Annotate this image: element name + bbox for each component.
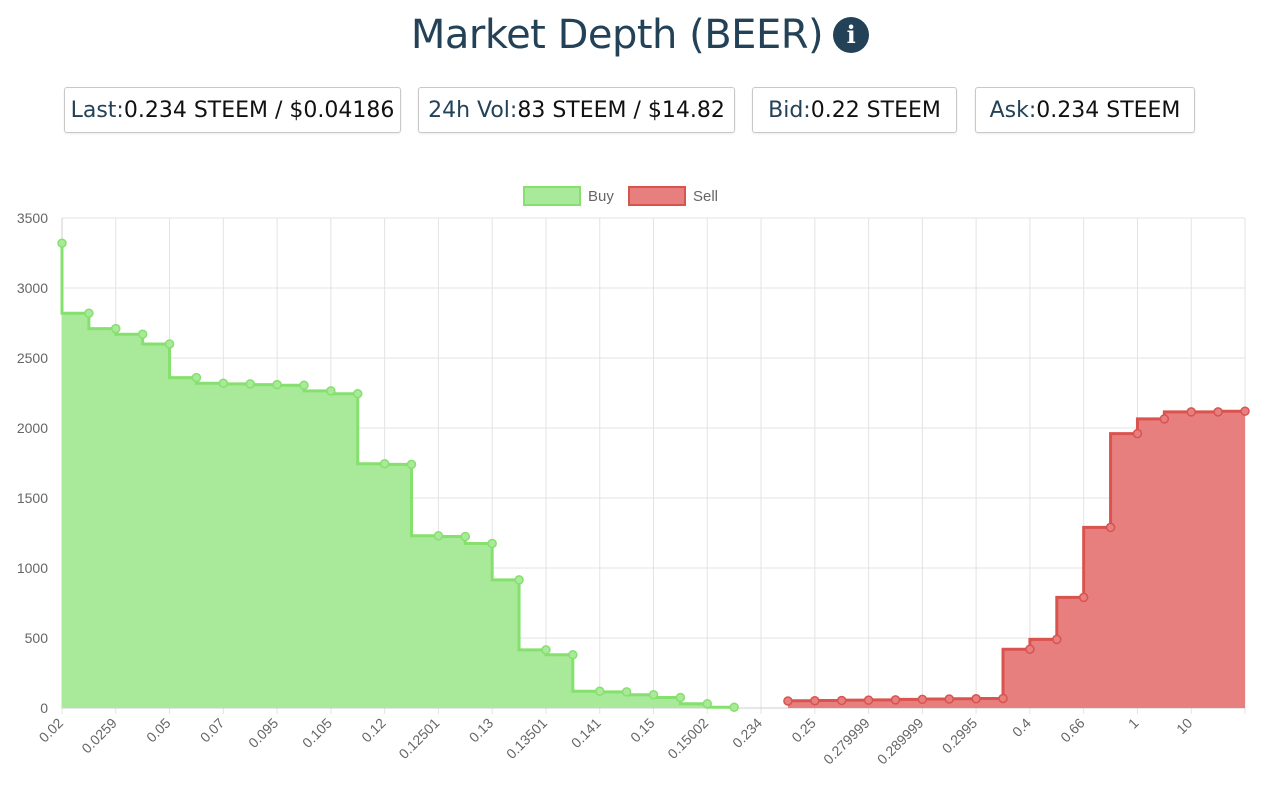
buy-series-point [111,323,121,334]
y-tick-label: 500 [25,630,49,646]
x-tick-label: 0.0259 [78,715,120,757]
sell-series-point [1105,522,1116,533]
market-depth-chart: 0 500 1000 1500 2000 2500 3000 3500 0.02 0.0259 0.… [17,186,1250,768]
buy-series-point [406,459,417,470]
sell-series-point [1159,414,1170,424]
x-tick-label: 0.289999 [874,715,927,768]
x-tick-label: 0.2995 [939,715,981,757]
buy-series-point [326,386,336,396]
x-tick-label: 0.02 [36,715,67,746]
stat-volume-label: 24h Vol: [428,97,518,123]
stat-volume: 24h Vol: 83 STEEM / $14.82 [418,87,735,133]
x-tick-label: 0.13501 [503,715,550,762]
x-tick-label: 0.105 [299,715,335,751]
x-tick-label: 10 [1173,715,1195,737]
stat-ask-value: 0.234 STEEM [1036,97,1181,123]
title-row: Market Depth (BEER) i [0,12,1280,58]
sell-series-point [998,693,1008,704]
buy-series-point [594,686,605,696]
buy-series-point [621,687,632,697]
stat-ask: Ask: 0.234 STEEM [975,87,1195,133]
stat-last-value: 0.234 STEEM / $0.04186 [123,97,395,123]
x-tick-label: 0.095 [245,715,281,751]
buy-series-point [460,531,471,542]
sell-series-point [971,694,981,704]
legend-swatch-buy [523,186,581,206]
sell-series-point [1132,428,1143,439]
sell-series-point [917,694,928,705]
y-tick-label: 0 [40,700,48,716]
x-tick-label: 0.4 [1009,715,1034,740]
y-tick-label: 3000 [17,280,48,296]
buy-series-point [299,380,309,391]
sell-series-point [1078,592,1089,603]
stat-last: Last: 0.234 STEEM / $0.04186 [64,87,401,133]
legend-swatch-sell [628,186,686,206]
x-tick-label: 0.15 [627,715,658,746]
sell-series-point [944,694,954,704]
x-tick-label: 0.07 [197,715,228,746]
buy-series-point [514,575,524,585]
info-circle-icon[interactable]: i [833,17,870,53]
buy-series-point [137,329,148,339]
x-tick-label: 0.66 [1057,715,1088,746]
buy-series-point [487,538,497,549]
buy-series-point [729,702,739,713]
buy-series-point [218,378,229,388]
x-tick-label: 0.13 [466,715,497,746]
buy-series-point [702,699,713,709]
buy-series-point [675,692,686,703]
x-tick-label: 0.234 [729,715,765,751]
sell-series-point [810,695,820,706]
buy-series-point [57,238,67,248]
buy-series-point [191,372,202,383]
stat-bid-value: 0.22 STEEM [810,97,941,123]
y-tick-label: 3500 [17,210,48,226]
sell-series-point [1240,406,1250,416]
sell-series-point [1025,644,1035,654]
page-title: Market Depth (BEER) [410,12,824,58]
y-tick-label: 1000 [17,560,48,576]
sell-series-point [1052,634,1062,645]
buy-series-area [62,243,735,708]
y-tick-label: 2500 [17,350,48,366]
legend-label-sell: Sell [693,188,718,205]
x-tick-label: 0.279999 [820,715,873,768]
stat-volume-value: 83 STEEM / $14.82 [517,97,725,123]
buy-series-point [353,388,363,399]
buy-series-point [541,645,551,655]
buy-series-point [272,379,282,390]
sell-series-line [786,409,1245,703]
sell-series-point [783,696,793,706]
sell-series-point [1213,407,1223,417]
sell-series-point [836,695,847,706]
buy-series-point [568,650,578,660]
buy-series-point [245,379,255,389]
y-tick-label: 1500 [17,490,48,506]
legend-label-buy: Buy [588,188,614,205]
y-tick-label: 2000 [17,420,48,436]
buy-series-point [433,531,444,541]
buy-series-point [84,308,94,318]
chart-legend: Buy Sell [523,186,718,206]
x-tick-label: 0.15002 [664,715,711,762]
x-tick-label: 0.05 [143,715,174,746]
sell-series-point [1186,407,1196,417]
stat-bid: Bid: 0.22 STEEM [752,87,957,133]
buy-series-point [648,689,659,700]
x-tick-label: 0.141 [568,715,604,751]
sell-series-area [787,411,1245,708]
x-tick-label: 0.25 [788,715,819,746]
x-tick-label: 0.12501 [395,715,442,762]
sell-series-point [863,695,874,705]
stat-ask-label: Ask: [989,97,1037,123]
sell-series-point [890,695,901,705]
stat-bid-label: Bid: [768,97,811,123]
buy-series-point [379,458,390,469]
stat-last-label: Last: [70,97,124,123]
x-tick-label: 1 [1125,715,1142,732]
buy-series-point [164,339,175,349]
x-tick-label: 0.12 [358,715,389,746]
